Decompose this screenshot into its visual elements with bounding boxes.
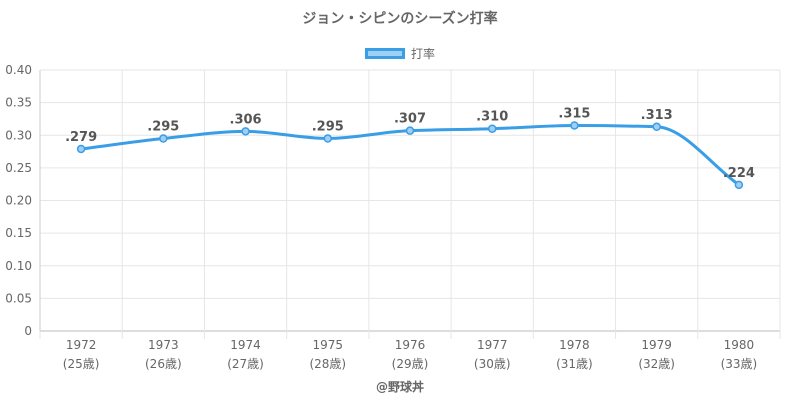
- y-tick-label: 0.15: [5, 226, 32, 240]
- data-point[interactable]: [734, 180, 744, 190]
- data-point[interactable]: [405, 126, 415, 135]
- x-tick-sublabel: (25歳): [63, 357, 100, 371]
- data-point[interactable]: [487, 124, 497, 133]
- data-point[interactable]: [652, 122, 661, 132]
- data-label: .315: [558, 106, 590, 121]
- x-tick-label: 1977: [477, 338, 508, 352]
- data-point[interactable]: [241, 127, 250, 136]
- x-tick-sublabel: (27歳): [227, 357, 264, 371]
- data-point[interactable]: [323, 134, 333, 143]
- y-tick-label: 0.35: [5, 96, 32, 110]
- y-tick-label: 0.25: [5, 161, 32, 175]
- data-point[interactable]: [76, 144, 86, 154]
- data-label: .313: [641, 108, 673, 123]
- x-tick-sublabel: (29歳): [392, 357, 429, 371]
- x-tick-label: 1975: [313, 338, 344, 352]
- x-tick-label: 1979: [641, 338, 672, 352]
- y-tick-label: 0.20: [5, 194, 32, 208]
- credit-text: @野球丼: [375, 380, 424, 394]
- x-tick-label: 1972: [66, 338, 97, 352]
- data-point[interactable]: [570, 121, 579, 130]
- data-label: .295: [312, 120, 344, 135]
- data-point[interactable]: [159, 134, 168, 143]
- data-label: .224: [723, 166, 755, 181]
- chart-title: ジョン・シピンのシーズン打率: [302, 11, 498, 27]
- data-label: .279: [65, 130, 97, 145]
- x-tick-label: 1976: [395, 338, 426, 352]
- x-tick-sublabel: (31歳): [556, 357, 593, 371]
- data-label: .295: [147, 120, 179, 135]
- data-label: .306: [230, 112, 262, 127]
- data-label: .310: [476, 110, 508, 125]
- x-tick-label: 1980: [724, 338, 755, 352]
- x-tick-label: 1978: [559, 338, 590, 352]
- x-tick-sublabel: (26歳): [145, 357, 182, 371]
- x-tick-sublabel: (33歳): [721, 357, 758, 371]
- legend-label: 打率: [410, 47, 435, 61]
- y-tick-label: 0.40: [5, 63, 32, 77]
- y-tick-label: 0.30: [5, 128, 32, 142]
- x-tick-label: 1973: [148, 338, 179, 352]
- legend-swatch: [364, 48, 405, 59]
- y-tick-label: 0.10: [5, 259, 32, 273]
- legend[interactable]: 打率: [0, 45, 800, 62]
- x-tick-sublabel: (28歳): [309, 357, 346, 371]
- data-label: .307: [394, 112, 426, 127]
- y-tick-label: 0.05: [5, 291, 32, 305]
- x-tick-label: 1974: [230, 338, 261, 352]
- x-tick-sublabel: (30歳): [474, 357, 511, 371]
- y-tick-label: 0: [24, 324, 32, 338]
- x-tick-sublabel: (32歳): [638, 357, 675, 371]
